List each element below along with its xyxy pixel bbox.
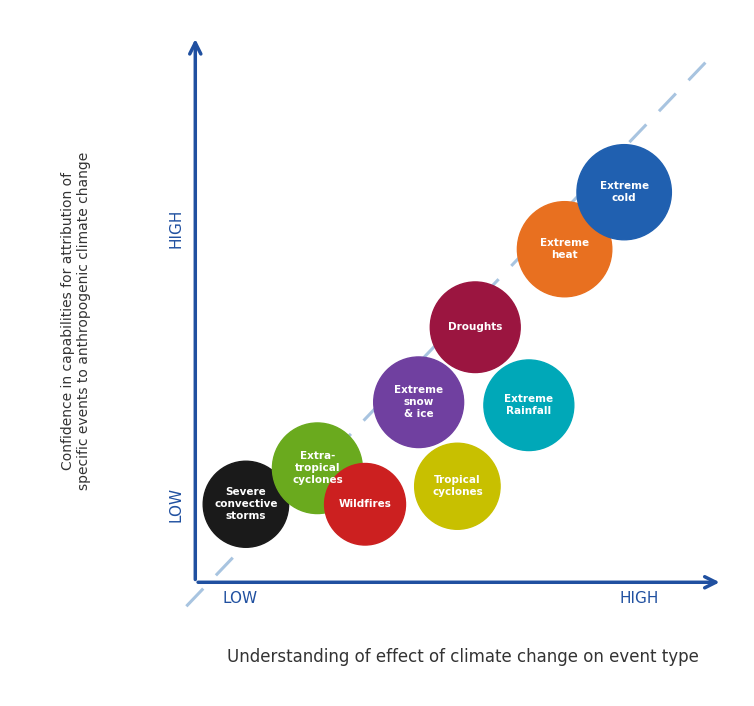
Circle shape [415,443,500,530]
Text: Extreme
heat: Extreme heat [540,238,589,261]
Circle shape [484,360,574,450]
Text: LOW: LOW [222,591,258,606]
Circle shape [431,282,520,373]
Text: HIGH: HIGH [619,591,659,606]
Text: Extra-
tropical
cyclones: Extra- tropical cyclones [292,451,343,485]
Text: Extreme
Rainfall: Extreme Rainfall [504,394,553,417]
Circle shape [517,202,611,297]
Text: LOW: LOW [169,486,184,522]
Circle shape [577,145,671,240]
Circle shape [324,464,406,545]
Text: HIGH: HIGH [169,208,184,248]
Circle shape [374,357,464,448]
Text: Confidence in capabilities for attribution of
specific events to anthropogenic c: Confidence in capabilities for attributi… [61,152,91,491]
Text: Tropical
cyclones: Tropical cyclones [432,475,483,497]
Text: Severe
convective
storms: Severe convective storms [214,487,277,521]
Text: Wildfires: Wildfires [339,499,391,509]
Circle shape [204,461,289,547]
Text: Droughts: Droughts [448,322,502,333]
Text: Extreme
snow
& ice: Extreme snow & ice [394,385,443,419]
Text: Understanding of effect of climate change on event type: Understanding of effect of climate chang… [228,648,699,666]
Text: Extreme
cold: Extreme cold [599,181,648,203]
Circle shape [272,423,363,513]
